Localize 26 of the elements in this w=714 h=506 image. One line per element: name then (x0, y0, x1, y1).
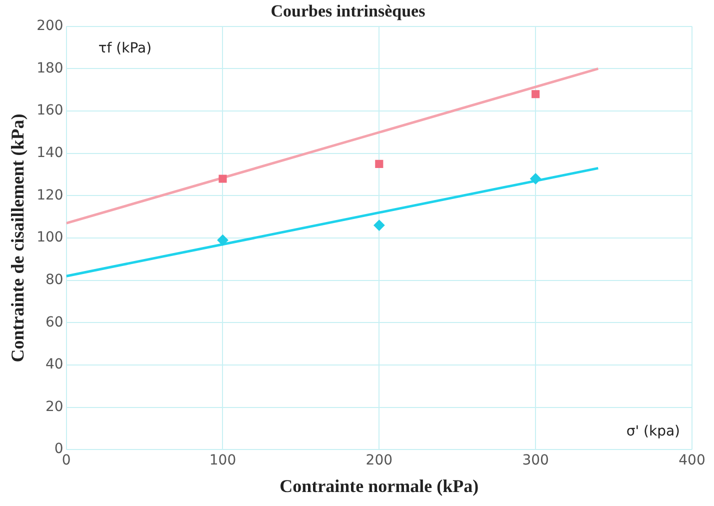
annotation: σ' (kpa) (626, 424, 680, 440)
y-tick-label: 80 (45, 272, 64, 288)
annotation: τf (kPa) (98, 40, 152, 56)
y-tick-label: 160 (36, 102, 64, 119)
x-tick-label: 200 (366, 452, 393, 469)
x-tick-label: 400 (678, 452, 706, 469)
y-axis-title: Contrainte de cisaillement (kPa) (7, 114, 28, 362)
point (218, 174, 227, 183)
y-tick-label: 40 (45, 356, 64, 373)
y-tick-label: 140 (36, 145, 64, 161)
y-tick-label: 60 (45, 314, 64, 330)
point (375, 160, 384, 168)
point (530, 173, 542, 184)
point (532, 90, 540, 98)
y-tick-label: 200 (36, 18, 64, 34)
x-tick-label: 300 (522, 452, 549, 469)
point (374, 220, 385, 231)
point (217, 234, 228, 246)
x-axis-title: Contrainte normale (kPa) (280, 476, 479, 496)
y-tick-label: 20 (45, 398, 64, 415)
chart-title: Courbes intrinsèques (270, 2, 426, 21)
y-tick-label: 180 (36, 60, 64, 76)
y-tick-label: 120 (36, 187, 64, 204)
y-tick-label: 100 (36, 230, 64, 246)
y-tick-label: 0 (54, 441, 64, 458)
x-tick-label: 100 (209, 452, 236, 469)
